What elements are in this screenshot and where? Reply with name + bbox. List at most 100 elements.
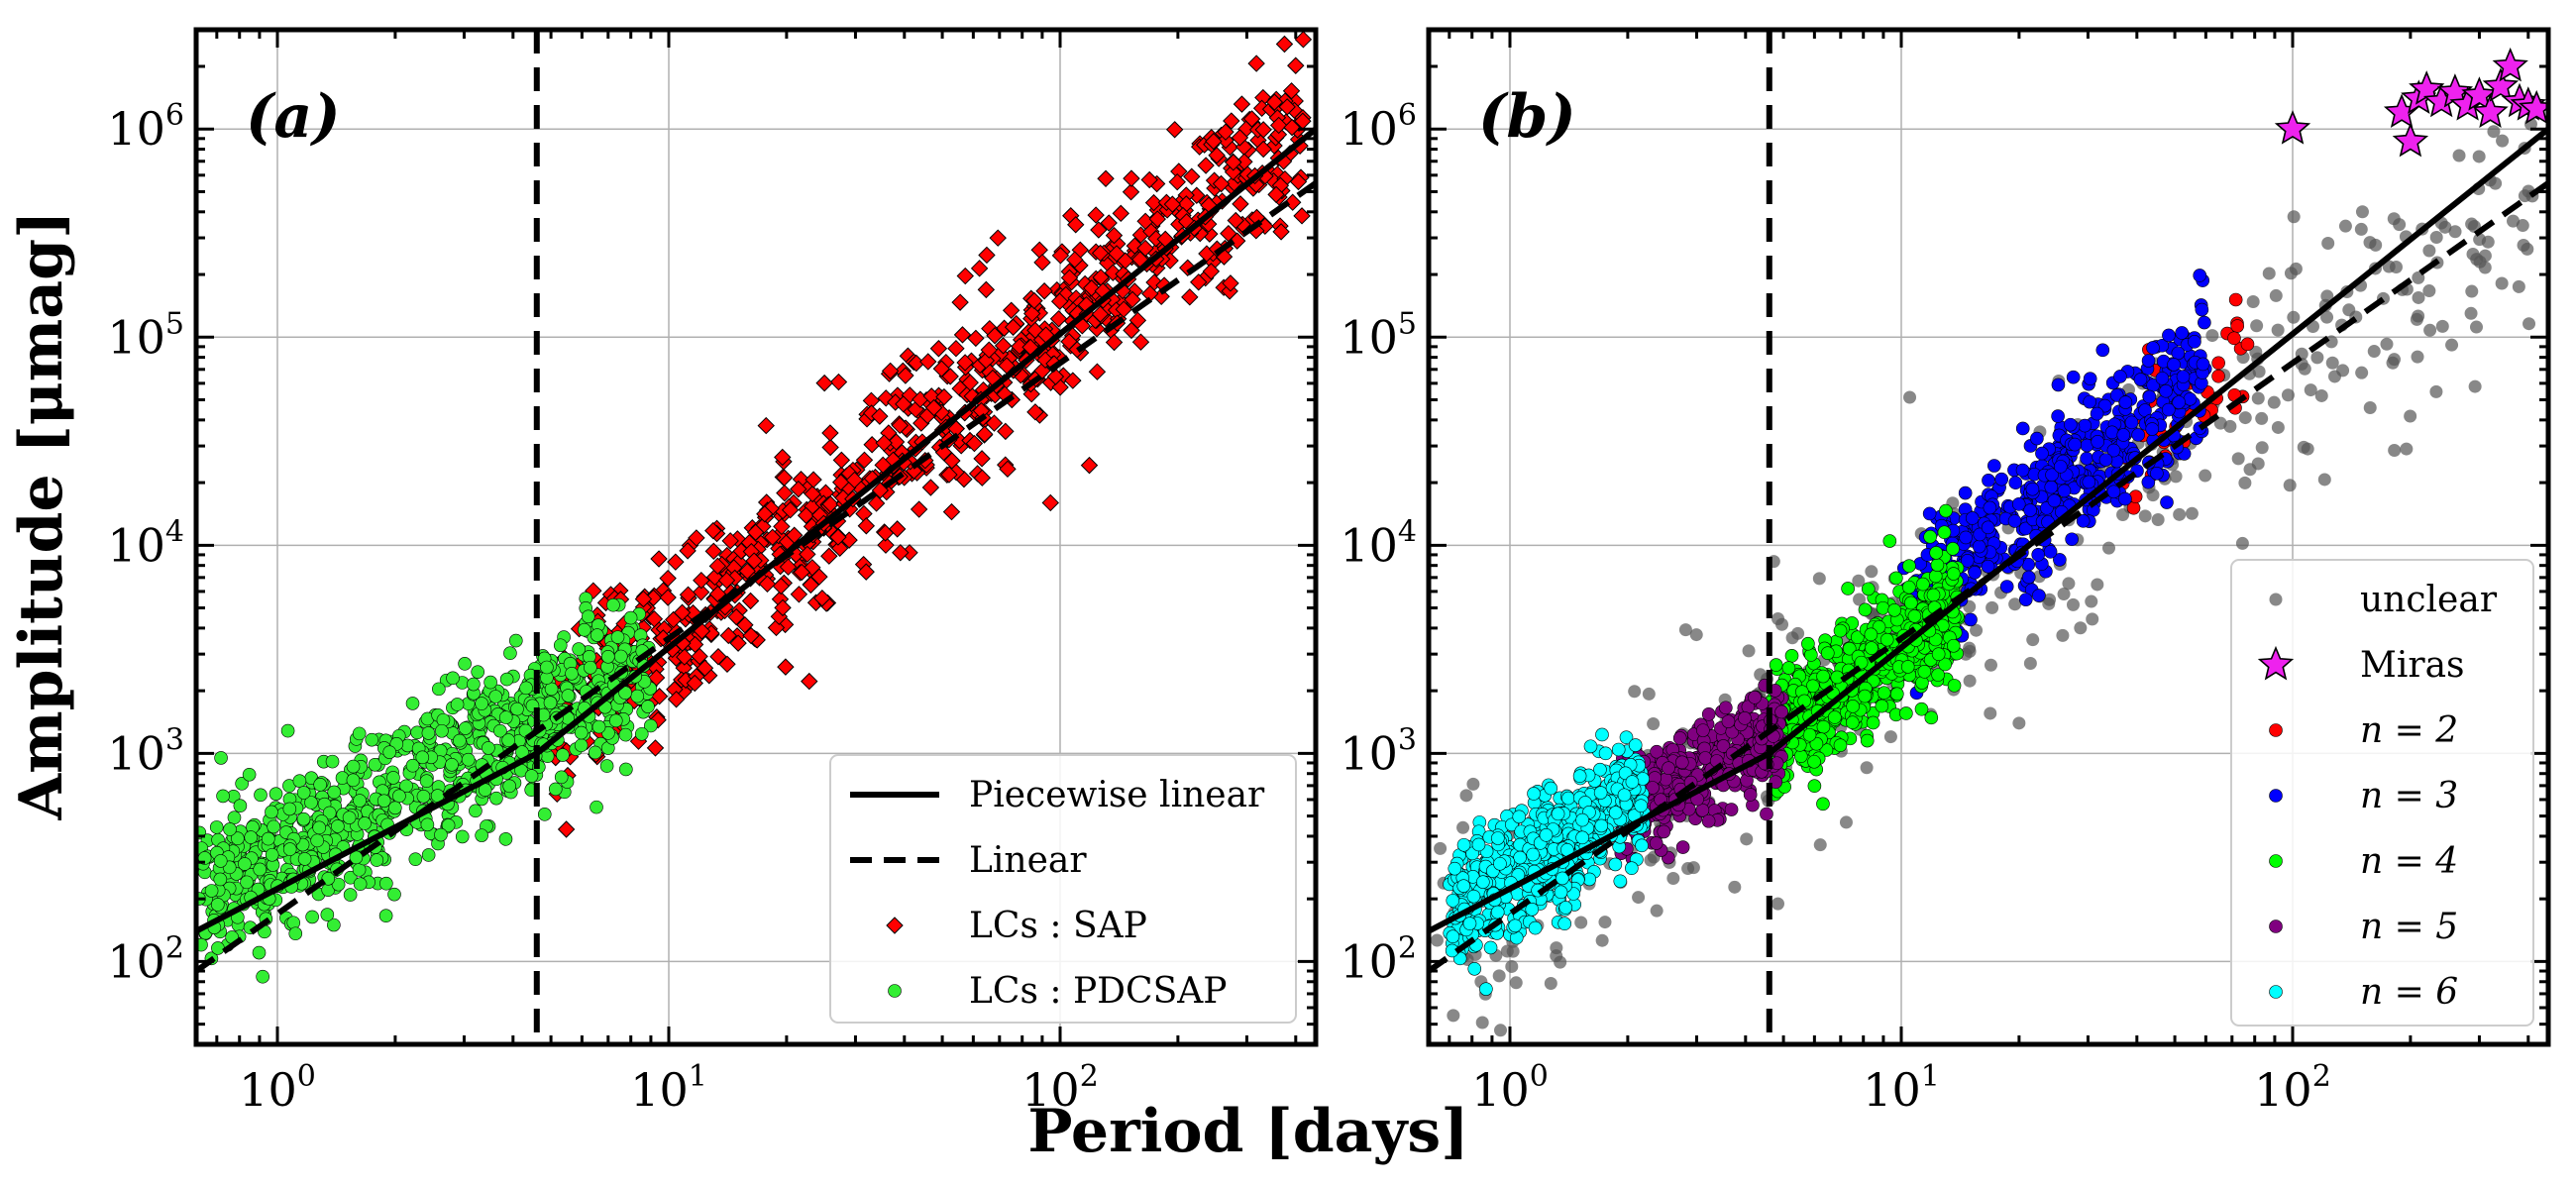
data-point (2464, 306, 2478, 320)
data-point (1672, 731, 1687, 745)
data-point (832, 451, 851, 470)
data-point (967, 329, 985, 348)
data-point (1889, 687, 1904, 702)
data-point (2141, 475, 2156, 489)
data-point (1678, 623, 1692, 637)
data-point (1674, 755, 1689, 770)
legend-entry: Piecewise linear (850, 775, 1265, 815)
data-point (857, 517, 876, 535)
data-point (1112, 204, 1129, 223)
data-point (2155, 372, 2170, 385)
data-point (1064, 372, 1082, 389)
x-tick-label: 101 (630, 1059, 707, 1117)
data-point (1866, 715, 1880, 730)
data-point (1701, 813, 1716, 828)
data-point (1223, 112, 1240, 130)
data-point (1557, 917, 1571, 931)
data-point (813, 590, 831, 607)
data-point (1931, 647, 1946, 661)
data-point (942, 502, 961, 521)
data-point (1088, 363, 1107, 380)
data-point (1282, 82, 1301, 100)
legend-marker (2269, 985, 2283, 999)
data-point (408, 852, 423, 866)
data-point (956, 354, 974, 372)
data-point (501, 733, 515, 747)
y-tick-label: 105 (107, 306, 184, 364)
data-point (758, 575, 777, 594)
data-point (1492, 969, 1506, 983)
data-point (2086, 612, 2099, 626)
data-point (1994, 472, 2009, 486)
data-point (973, 469, 992, 486)
data-point (741, 592, 760, 610)
data-point (1771, 897, 1784, 911)
x-tick-label: 102 (2254, 1059, 2331, 1117)
data-point (646, 739, 665, 757)
data-point (2297, 440, 2310, 454)
data-point (1267, 185, 1285, 204)
data-point (1227, 211, 1244, 230)
y-tick-label: 106 (107, 98, 184, 156)
data-point (1865, 641, 1878, 655)
data-point (2057, 588, 2071, 601)
data-point (2223, 419, 2237, 433)
data-point (871, 407, 889, 425)
data-point (986, 327, 1004, 345)
data-point (1435, 1047, 1448, 1060)
data-point (610, 630, 625, 644)
data-point (2243, 463, 2257, 477)
data-point (1539, 828, 1554, 842)
data-point (779, 558, 798, 576)
data-point (1254, 121, 1272, 139)
data-point (1698, 751, 1712, 765)
data-point (2492, 47, 2528, 82)
data-point (2173, 507, 2187, 521)
data-point (508, 633, 523, 648)
data-point (1294, 31, 1313, 49)
data-point (867, 494, 886, 512)
data-point (445, 757, 459, 772)
data-point (2287, 210, 2301, 224)
data-point (2065, 532, 2079, 547)
data-point (574, 738, 589, 753)
data-point (2314, 388, 2328, 402)
data-point (1816, 719, 1831, 734)
data-point (415, 750, 430, 765)
data-point (717, 571, 736, 590)
data-point (1491, 831, 1505, 845)
data-point (2085, 594, 2098, 608)
data-point (679, 586, 698, 603)
data-point (1804, 648, 1818, 662)
data-point (1613, 874, 1628, 889)
data-point (584, 660, 597, 675)
data-point (1026, 403, 1044, 421)
data-point (1807, 779, 1822, 794)
data-point (2448, 225, 2462, 239)
data-point (2175, 326, 2189, 340)
data-point (2468, 379, 2482, 393)
data-point (489, 791, 503, 806)
data-point (667, 691, 686, 708)
data-point (2030, 431, 2044, 446)
data-point (1625, 775, 1640, 789)
data-point (1650, 904, 1664, 918)
data-point (781, 501, 800, 519)
data-point (2267, 395, 2281, 409)
data-point (475, 828, 488, 842)
data-point (435, 723, 449, 738)
data-point (231, 831, 245, 845)
data-point (1254, 140, 1272, 159)
data-point (280, 723, 295, 738)
y-tick-label: 102 (1340, 930, 1417, 988)
data-point (1528, 920, 1543, 935)
data-point (1937, 525, 1952, 540)
data-point (1839, 815, 1853, 829)
data-point (2080, 451, 2093, 466)
data-point (797, 506, 815, 524)
data-point (977, 280, 996, 299)
data-point (2015, 421, 2030, 436)
data-point (1448, 861, 1462, 876)
data-point (754, 517, 772, 536)
data-point (441, 818, 456, 832)
